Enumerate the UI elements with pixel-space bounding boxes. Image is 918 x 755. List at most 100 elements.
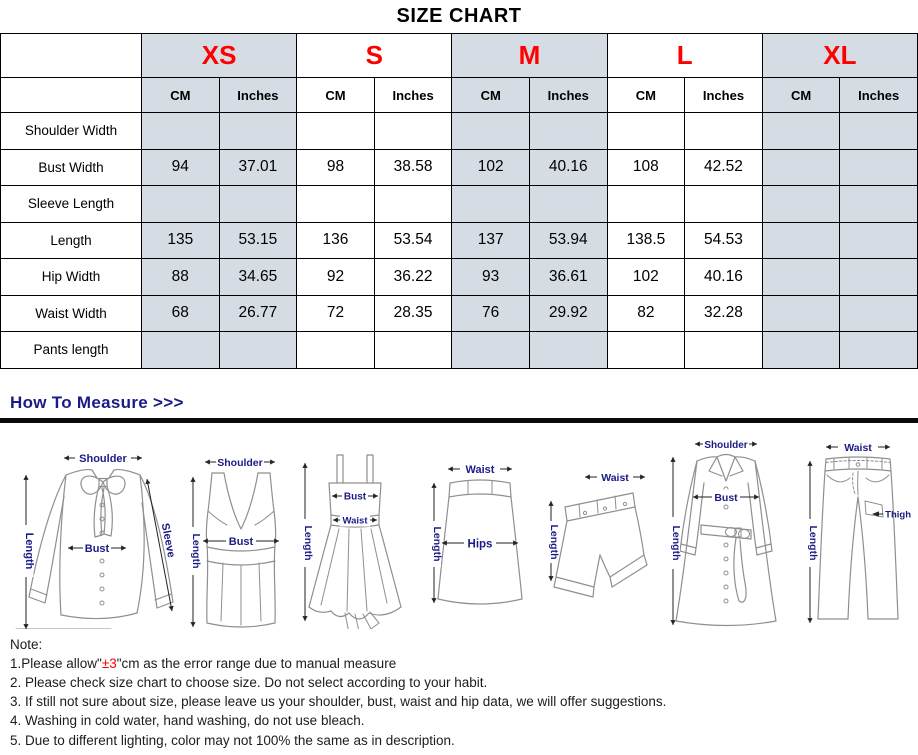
bust-label: Bust <box>715 492 739 504</box>
size-value-cell: 53.15 <box>218 221 298 259</box>
size-value-cell: 93 <box>451 258 530 296</box>
length-dimension: Length <box>426 482 443 603</box>
row-label: Sleeve Length <box>0 185 142 223</box>
unit-header: CM <box>761 77 841 113</box>
hips-dimension: Hips <box>441 535 518 550</box>
size-chart-table: XS S M L XL CM Inches CM Inches CM Inches CM Inches C… <box>0 33 918 369</box>
bust-dimension: Bust <box>693 489 760 504</box>
length-dimension: Length <box>666 456 682 625</box>
table-row: Shoulder Width <box>0 112 918 150</box>
size-value-cell <box>296 185 375 223</box>
notes-heading: Note: <box>10 636 43 652</box>
size-header-s: S <box>296 33 453 78</box>
size-value-cell <box>296 331 375 369</box>
table-row: Pants length <box>0 331 918 369</box>
size-header-xs: XS <box>140 33 298 78</box>
size-header-xl: XL <box>761 33 918 78</box>
how-to-measure-heading: How To Measure >>> <box>10 392 184 412</box>
corner-cell <box>0 33 142 78</box>
length-dimension: Length <box>543 500 560 581</box>
bust-dimension: Bust <box>332 488 379 502</box>
size-value-cell: 28.35 <box>373 294 453 332</box>
note-line: 5. Due to different lighting, color may … <box>10 732 455 748</box>
size-value-cell <box>451 185 530 223</box>
thigh-label: Thigh <box>885 509 911 520</box>
size-value-cell: 92 <box>296 258 375 296</box>
coat-figure: Shoulder Length Bust <box>666 436 777 626</box>
dress-figure: Length Bust Waist <box>298 453 402 629</box>
size-value-cell: 34.65 <box>218 258 298 296</box>
bust-label: Bust <box>228 536 253 548</box>
size-value-cell <box>218 331 298 369</box>
size-value-cell: 54.53 <box>684 221 763 259</box>
size-value-cell: 36.61 <box>528 258 608 296</box>
length-dimension: Length <box>185 476 202 627</box>
unit-header: CM <box>451 77 530 113</box>
size-value-cell: 29.92 <box>528 294 608 332</box>
size-value-cell <box>528 331 608 369</box>
size-header-m: M <box>451 33 608 78</box>
size-value-cell <box>761 185 841 223</box>
bust-dimension: Bust <box>202 533 279 548</box>
unit-header: Inches <box>684 77 763 113</box>
unit-header: CM <box>296 77 375 113</box>
size-value-cell <box>684 112 763 150</box>
row-label: Hip Width <box>0 258 142 296</box>
blouse-figure: Shoulder Length Bust Sleeve <box>15 450 177 629</box>
size-value-cell: 32.28 <box>684 294 763 332</box>
thigh-dimension: Thigh <box>871 509 911 520</box>
size-value-cell: 137 <box>451 221 530 259</box>
size-value-cell <box>606 331 686 369</box>
blouse-outline <box>15 468 174 629</box>
size-value-cell <box>684 185 763 223</box>
size-value-cell: 40.16 <box>528 148 608 186</box>
pants-figure: Waist Length Thigh <box>802 439 911 623</box>
unit-header: CM <box>606 77 686 113</box>
measure-figures: Shoulder Length Bust Sleeve <box>0 429 918 629</box>
shoulder-label: Shoulder <box>79 453 127 465</box>
size-value-cell: 38.58 <box>373 148 453 186</box>
size-value-cell: 53.94 <box>528 221 608 259</box>
size-value-cell: 138.5 <box>606 221 686 259</box>
bust-label: Bust <box>344 491 367 502</box>
page-title: SIZE CHART <box>396 5 522 27</box>
dress-outline <box>308 453 402 629</box>
size-value-cell: 98 <box>296 148 375 186</box>
size-value-cell <box>839 148 918 186</box>
waist-label: Waist <box>601 472 629 484</box>
shoulder-dimension: Shoulder <box>204 454 275 469</box>
notes-list: 1.Please allow"±3"cm as the error range … <box>10 654 918 750</box>
size-value-cell <box>218 112 298 150</box>
waist-dimension: Waist <box>333 513 378 526</box>
waist-dimension: Waist <box>447 461 512 476</box>
size-value-cell <box>684 331 763 369</box>
length-label: Length <box>548 524 560 559</box>
size-value-cell <box>839 258 918 296</box>
waist-label: Waist <box>844 442 872 454</box>
coat-outline <box>675 453 777 626</box>
table-row: Waist Width 68 26.77 72 28.35 76 29.92 82 32.28 <box>0 294 918 332</box>
unit-header: Inches <box>218 77 298 113</box>
size-value-cell <box>528 112 608 150</box>
waist-label: Waist <box>466 464 495 476</box>
size-value-cell: 76 <box>451 294 530 332</box>
unit-corner-cell <box>0 77 142 113</box>
size-value-cell <box>451 331 530 369</box>
waist-dimension: Waist <box>584 469 645 484</box>
row-label: Shoulder Width <box>0 112 142 150</box>
size-value-cell <box>839 185 918 223</box>
size-value-cell: 36.22 <box>373 258 453 296</box>
size-value-cell <box>528 185 608 223</box>
shoulder-label: Shoulder <box>705 440 748 451</box>
size-value-cell: 108 <box>606 148 686 186</box>
size-value-cell: 82 <box>606 294 686 332</box>
size-value-cell <box>606 112 686 150</box>
shoulder-dimension: Shoulder <box>695 436 758 451</box>
bust-dimension: Bust <box>68 540 126 555</box>
length-label: Length <box>23 532 35 569</box>
size-value-cell <box>141 112 220 150</box>
length-label: Length <box>807 525 819 560</box>
size-value-cell: 102 <box>606 258 686 296</box>
row-label: Pants length <box>0 331 142 369</box>
length-dimension: Length <box>802 460 819 623</box>
